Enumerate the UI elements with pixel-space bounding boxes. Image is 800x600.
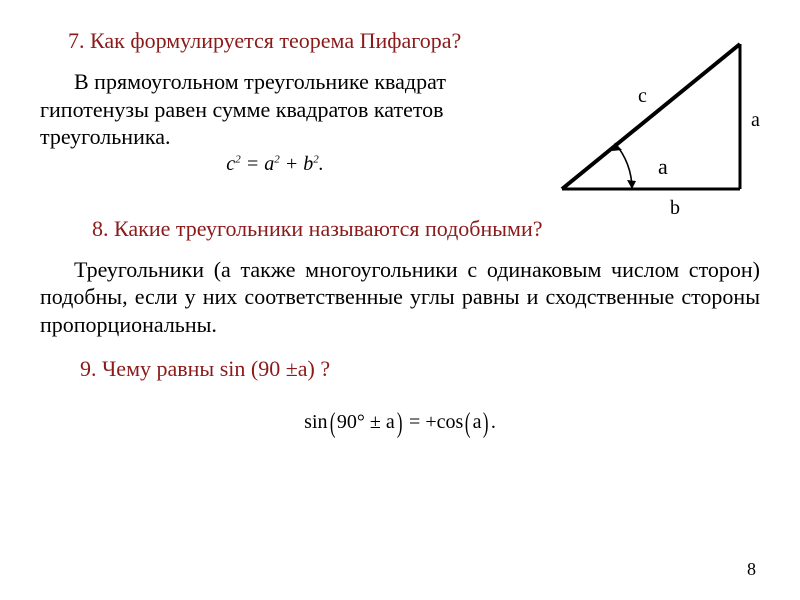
- question-9-title: 9. Чему равны sin (90 ±a) ?: [40, 356, 760, 382]
- right-triangle-diagram: c a b a: [550, 24, 770, 219]
- svg-text:c: c: [638, 85, 647, 107]
- svg-text:a: a: [658, 154, 668, 179]
- formula-sin90: sin(90° ± a) = +cos(a).: [40, 408, 760, 440]
- slide-page: 7. Как формулируется теорема Пифагора? В…: [0, 0, 800, 600]
- formula-pythagoras: c2 = a2 + b2.: [40, 153, 510, 176]
- question-8-title: 8. Какие треугольники называются подобны…: [40, 216, 760, 242]
- page-number: 8: [747, 559, 756, 580]
- question-7-answer: В прямоугольном треугольнике квадрат гип…: [40, 68, 510, 151]
- svg-text:b: b: [670, 197, 680, 219]
- svg-text:a: a: [751, 109, 760, 131]
- question-8-answer: Треугольники (а также многоугольники с о…: [40, 256, 760, 339]
